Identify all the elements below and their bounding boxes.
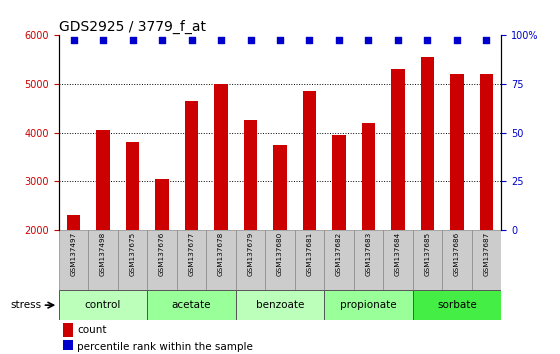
Bar [177, 230, 206, 290]
Text: acetate: acetate [172, 300, 211, 310]
Point [305, 38, 314, 43]
Bar [185, 101, 198, 230]
Bar [413, 230, 442, 290]
Text: count: count [77, 325, 107, 335]
Point [69, 38, 78, 43]
Text: GSM137686: GSM137686 [454, 232, 460, 276]
Point [246, 38, 255, 43]
Text: GSM137497: GSM137497 [71, 232, 77, 276]
Bar [155, 179, 169, 230]
Text: GSM137687: GSM137687 [483, 232, 489, 276]
Text: benzoate: benzoate [256, 300, 304, 310]
Point [482, 38, 491, 43]
Bar [324, 290, 413, 320]
Text: GSM137683: GSM137683 [366, 232, 371, 276]
Text: GSM137682: GSM137682 [336, 232, 342, 276]
Text: GSM137676: GSM137676 [159, 232, 165, 276]
Bar [442, 230, 472, 290]
Bar [421, 57, 434, 230]
Text: GSM137675: GSM137675 [129, 232, 136, 276]
Bar [303, 91, 316, 230]
Bar [147, 230, 177, 290]
Bar [413, 290, 501, 320]
Bar [362, 123, 375, 230]
Bar [88, 230, 118, 290]
Point [217, 38, 226, 43]
Text: GSM137680: GSM137680 [277, 232, 283, 276]
Bar [324, 230, 354, 290]
Bar [472, 230, 501, 290]
Text: sorbate: sorbate [437, 300, 477, 310]
Bar [96, 130, 110, 230]
Text: propionate: propionate [340, 300, 397, 310]
Text: GSM137681: GSM137681 [306, 232, 312, 276]
Bar [450, 74, 464, 230]
Point [452, 38, 461, 43]
Text: stress: stress [10, 300, 41, 310]
Bar [206, 230, 236, 290]
Bar [332, 135, 346, 230]
Point [423, 38, 432, 43]
Bar [265, 230, 295, 290]
Text: GSM137684: GSM137684 [395, 232, 401, 276]
Bar [118, 230, 147, 290]
Text: GSM137685: GSM137685 [424, 232, 431, 276]
Bar [295, 230, 324, 290]
Bar [236, 230, 265, 290]
Bar [480, 74, 493, 230]
Text: GSM137677: GSM137677 [189, 232, 194, 276]
Text: GDS2925 / 3779_f_at: GDS2925 / 3779_f_at [59, 20, 206, 34]
Bar [59, 290, 147, 320]
Bar [383, 230, 413, 290]
Bar [244, 120, 257, 230]
Bar [273, 145, 287, 230]
Text: control: control [85, 300, 121, 310]
Text: percentile rank within the sample: percentile rank within the sample [77, 342, 253, 352]
Bar [236, 290, 324, 320]
Bar [63, 340, 73, 354]
Bar [59, 230, 88, 290]
Point [128, 38, 137, 43]
Point [276, 38, 284, 43]
Point [394, 38, 403, 43]
Point [334, 38, 343, 43]
Bar [354, 230, 383, 290]
Text: GSM137498: GSM137498 [100, 232, 106, 276]
Point [364, 38, 373, 43]
Bar [391, 69, 405, 230]
Bar [147, 290, 236, 320]
Bar [126, 142, 139, 230]
Bar [67, 215, 80, 230]
Text: GSM137679: GSM137679 [248, 232, 254, 276]
Point [157, 38, 166, 43]
Point [99, 38, 108, 43]
Text: GSM137678: GSM137678 [218, 232, 224, 276]
Bar [63, 323, 73, 337]
Bar [214, 84, 228, 230]
Point [187, 38, 196, 43]
